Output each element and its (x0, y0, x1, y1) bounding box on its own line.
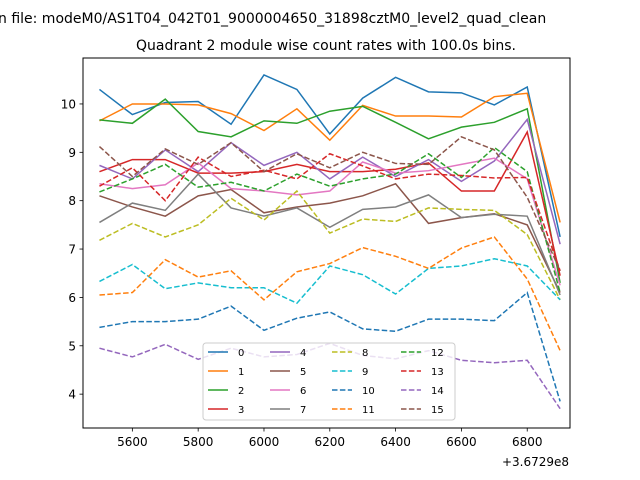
y-tick-label-8: 8 (68, 194, 76, 208)
axes-frame (82, 57, 571, 429)
x-axis-ticks: 5600 5800 6000 6200 6400 6600 6800 (117, 428, 542, 449)
legend-label-9: 9 (362, 367, 368, 378)
legend-label-2: 2 (238, 386, 244, 397)
series-line-2 (99, 98, 561, 284)
y-tick-label-7: 7 (68, 243, 76, 257)
x-tick-label-5600: 5600 (117, 435, 148, 449)
legend-label-4: 4 (300, 348, 306, 359)
series-line-4 (99, 117, 561, 245)
y-tick-label-6: 6 (68, 291, 76, 305)
series-line-7 (99, 172, 561, 296)
legend-label-7: 7 (300, 405, 306, 416)
y-tick-label-4: 4 (68, 388, 76, 402)
legend-label-10: 10 (362, 386, 375, 397)
legend-label-5: 5 (300, 367, 306, 378)
x-tick-label-6600: 6600 (446, 435, 477, 449)
series-line-3 (99, 129, 561, 276)
x-tick-label-6000: 6000 (249, 435, 280, 449)
series-line-10 (99, 291, 561, 402)
x-tick-label-6800: 6800 (512, 435, 543, 449)
legend-label-12: 12 (431, 348, 444, 359)
series-line-15 (98, 135, 561, 272)
series-line-9 (99, 257, 561, 305)
legend-frame (202, 342, 456, 421)
series-line-1 (99, 92, 561, 223)
legend-label-13: 13 (431, 367, 444, 378)
x-tick-label-6400: 6400 (380, 435, 411, 449)
series-line-12 (99, 146, 561, 293)
legend-label-8: 8 (362, 348, 368, 359)
legend-label-0: 0 (238, 348, 244, 359)
legend-label-1: 1 (238, 367, 244, 378)
y-tick-label-9: 9 (68, 146, 76, 160)
series-line-0 (98, 73, 561, 238)
y-tick-label-5: 5 (68, 339, 76, 353)
figure-suptitle: n file: modeM0/AS1T04_042T01_9000004650_… (0, 11, 546, 27)
legend-label-3: 3 (238, 405, 244, 416)
x-tick-label-5800: 5800 (183, 435, 214, 449)
series-line-11 (99, 236, 561, 351)
y-tick-label-10: 10 (61, 97, 76, 111)
y-axis-ticks: 4 5 6 7 8 9 10 (61, 97, 83, 402)
legend-label-11: 11 (362, 405, 375, 416)
series-lines (98, 73, 561, 410)
series-line-6 (99, 157, 561, 286)
series-line-13 (99, 152, 561, 272)
legend-label-15: 15 (431, 405, 444, 416)
chart-title: Quadrant 2 module wise count rates with … (136, 38, 516, 54)
legend-label-6: 6 (300, 386, 306, 397)
legend-label-14: 14 (431, 386, 444, 397)
series-line-8 (99, 189, 561, 301)
x-offset-label: +3.6729e8 (502, 455, 569, 469)
x-tick-label-6200: 6200 (315, 435, 346, 449)
